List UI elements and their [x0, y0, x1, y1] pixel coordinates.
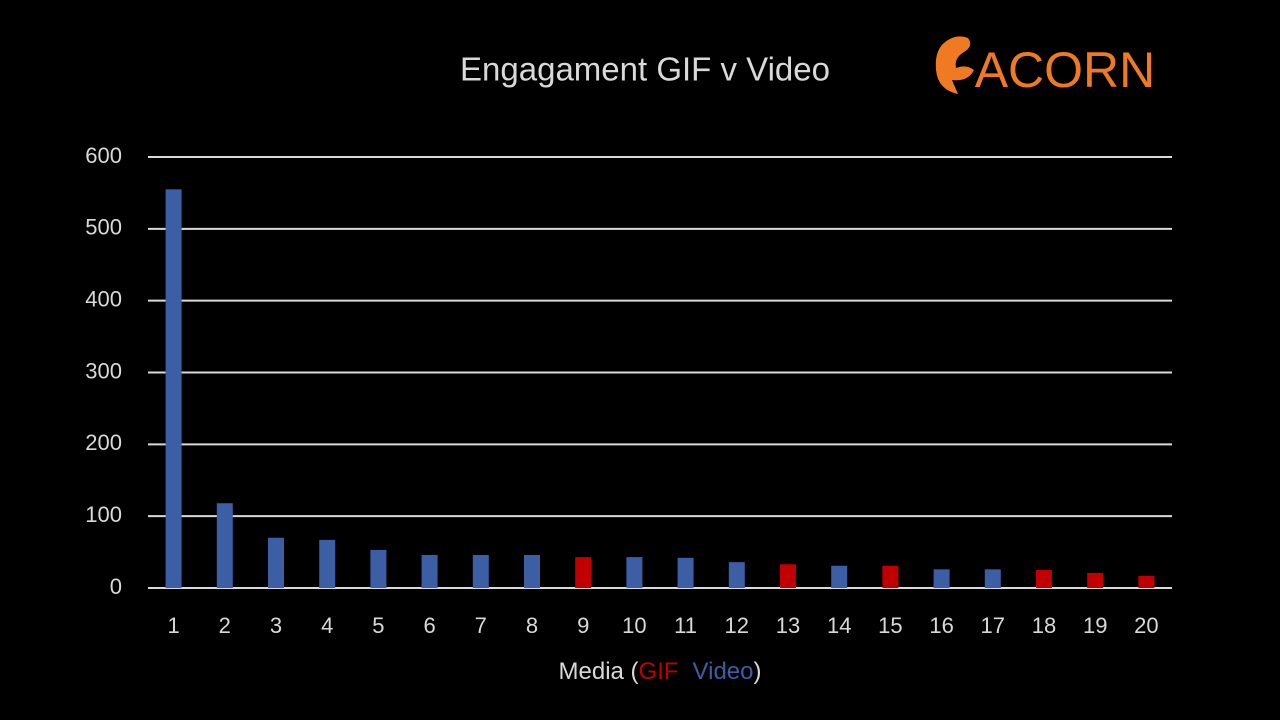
legend-entry: Video — [693, 658, 754, 685]
x-axis-label: Media (GIF Video) — [559, 658, 762, 685]
x-tick-label: 18 — [1032, 613, 1056, 638]
y-tick-label: 200 — [85, 430, 122, 455]
bar — [421, 554, 438, 588]
x-tick-label: 9 — [577, 613, 589, 638]
x-tick-label: 2 — [219, 613, 231, 638]
legend-entry: GIF — [639, 658, 679, 685]
bar — [677, 557, 694, 588]
x-tick-label: 6 — [423, 613, 435, 638]
bar — [524, 554, 540, 588]
logo: ACORN — [935, 36, 1156, 98]
logo-text: ACORN — [975, 42, 1156, 98]
bar — [1036, 570, 1052, 588]
bar — [626, 557, 643, 588]
x-tick-label: 3 — [270, 613, 282, 638]
bar — [165, 189, 182, 588]
x-tick-label: 15 — [878, 613, 902, 638]
bar — [728, 562, 745, 588]
x-tick-label: 1 — [167, 613, 179, 638]
bar — [216, 503, 233, 588]
x-tick-label: 20 — [1134, 613, 1158, 638]
x-tick-label: 13 — [776, 613, 800, 638]
x-tick-label: 17 — [981, 613, 1005, 638]
x-label-suffix: ) — [753, 658, 761, 685]
bar — [831, 565, 848, 588]
x-tick-label: 5 — [372, 613, 384, 638]
x-tick-label: 10 — [622, 613, 646, 638]
bar — [933, 569, 950, 588]
bar — [780, 564, 796, 588]
chart-title: Engagament GIF v Video — [460, 51, 830, 88]
y-tick-label: 500 — [85, 215, 122, 240]
bar — [575, 557, 592, 588]
x-tick-label: 16 — [929, 613, 953, 638]
bar — [882, 565, 899, 588]
bar — [319, 539, 336, 588]
bar — [1138, 575, 1155, 588]
bar — [370, 549, 387, 588]
y-tick-label: 300 — [85, 358, 122, 383]
x-tick-label: 12 — [725, 613, 749, 638]
y-tick-label: 0 — [110, 574, 122, 599]
logo-mark — [935, 36, 974, 94]
x-label-prefix: Media ( — [559, 658, 639, 685]
x-tick-label: 14 — [827, 613, 851, 638]
y-tick-label: 100 — [85, 502, 122, 527]
bar — [1087, 572, 1104, 588]
x-tick-label: 4 — [321, 613, 333, 638]
y-tick-label: 400 — [85, 286, 122, 311]
x-tick-label: 19 — [1083, 613, 1107, 638]
bar — [268, 537, 284, 588]
bar — [984, 569, 1001, 588]
x-tick-label: 7 — [475, 613, 487, 638]
x-tick-label: 11 — [674, 613, 697, 638]
x-tick-label: 8 — [526, 613, 538, 638]
bar — [472, 554, 489, 588]
y-tick-label: 600 — [85, 143, 122, 168]
